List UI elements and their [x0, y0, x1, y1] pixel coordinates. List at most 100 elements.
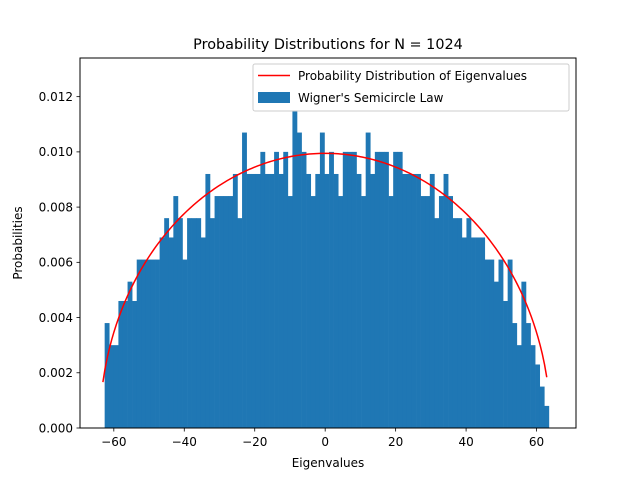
x-axis-ticks: −60 −40 −20 0 20 40 60: [101, 428, 544, 449]
histogram-bar: [109, 345, 115, 428]
histogram-bar: [434, 218, 440, 428]
histogram-bar: [365, 132, 371, 429]
histogram-bar: [209, 218, 215, 428]
histogram-bar: [118, 300, 124, 428]
histogram-bar: [232, 173, 238, 428]
y-tick-label: 0.012: [39, 90, 73, 104]
histogram-bar: [329, 151, 334, 428]
histogram-bar: [287, 196, 293, 428]
histogram-bar: [411, 173, 417, 428]
histogram-bar: [370, 173, 376, 428]
histogram-bar: [452, 218, 458, 428]
histogram-bar: [155, 259, 160, 428]
y-tick-label: 0.010: [39, 145, 73, 159]
histogram-bar: [306, 173, 312, 428]
histogram-bar: [182, 259, 188, 428]
histogram-bar: [475, 237, 481, 428]
histogram-bar: [237, 218, 243, 428]
x-axis-label: Eigenvalues: [292, 456, 365, 470]
histogram-bar: [521, 281, 527, 428]
histogram-bar: [393, 151, 399, 428]
x-tick-label: −60: [101, 435, 126, 449]
histogram-bar: [356, 173, 362, 428]
y-tick-label: 0.008: [39, 200, 73, 214]
histogram-bar: [480, 237, 486, 428]
x-tick-label: 40: [458, 435, 473, 449]
histogram-bar: [507, 259, 513, 428]
histogram-bar: [242, 132, 247, 429]
x-tick-label: 20: [388, 435, 403, 449]
histogram-bar: [379, 151, 385, 428]
histogram-bar: [319, 132, 325, 429]
histogram-bar: [164, 218, 170, 428]
y-tick-label: 0.004: [39, 311, 73, 325]
y-axis-ticks: 0.000 0.002 0.004 0.006 0.008 0.010 0.012: [39, 90, 80, 435]
legend-label-histogram: Wigner's Semicircle Law: [298, 91, 444, 105]
chart-title: Probability Distributions for N = 1024: [193, 37, 463, 53]
y-tick-label: 0.000: [39, 421, 73, 435]
histogram-bar: [351, 151, 357, 428]
histogram-bar: [315, 173, 321, 428]
histogram-bar: [471, 237, 476, 428]
y-tick-label: 0.006: [39, 256, 73, 270]
histogram-bar: [347, 151, 353, 428]
histogram-bar: [177, 218, 183, 428]
histogram-bar: [425, 196, 431, 428]
histogram-bar: [466, 218, 472, 428]
x-tick-label: −40: [172, 435, 197, 449]
histogram-bar: [173, 196, 179, 428]
x-tick-label: 60: [529, 435, 544, 449]
legend: Probability Distribution of Eigenvalues …: [252, 63, 570, 112]
histogram-bar: [132, 300, 138, 428]
histogram-bar: [406, 173, 412, 428]
histogram-bar: [484, 259, 490, 428]
x-tick-label: −20: [242, 435, 267, 449]
histogram-bar: [342, 151, 348, 428]
histogram-bar: [397, 151, 403, 428]
histogram-bar: [269, 173, 275, 428]
histogram-bar: [402, 173, 408, 428]
histogram-bar: [361, 196, 366, 428]
histogram-bar: [310, 196, 316, 428]
histogram-bar: [489, 259, 495, 428]
histogram-bar: [338, 196, 344, 428]
histogram-bar: [274, 151, 279, 428]
histogram-bar: [374, 151, 380, 428]
histogram-bar: [122, 300, 128, 428]
histogram-bar: [214, 196, 220, 428]
histogram-bar: [104, 323, 110, 428]
histogram-bar: [136, 259, 142, 428]
histogram-bar: [443, 173, 449, 428]
histogram-bar: [251, 173, 257, 428]
histogram-bar: [145, 259, 151, 428]
histogram-bar: [260, 151, 266, 428]
histogram-bar: [127, 281, 133, 428]
histogram-bar: [416, 173, 421, 428]
histogram-bar: [498, 259, 504, 428]
histogram-bar: [150, 259, 156, 428]
histogram-bar: [159, 237, 165, 428]
histogram-bar: [457, 218, 463, 428]
histogram-bar: [493, 281, 499, 428]
histogram-bar: [535, 364, 541, 428]
histogram-bar: [200, 237, 206, 428]
histogram-bar: [429, 173, 435, 428]
histogram-bar: [438, 196, 444, 428]
legend-label-curve: Probability Distribution of Eigenvalues: [298, 69, 527, 83]
histogram-bar: [246, 173, 252, 428]
histogram-bar: [219, 196, 225, 428]
y-axis-label: Probabilities: [11, 206, 25, 279]
histogram-bar: [539, 386, 545, 428]
histogram-bar: [191, 218, 197, 428]
legend-box: [252, 63, 570, 112]
semicircle-curve: [102, 152, 548, 383]
histogram-bar: [205, 173, 211, 428]
histogram-bar: [512, 323, 518, 428]
histogram-bar: [420, 196, 426, 428]
histogram-bar: [461, 237, 467, 428]
histogram-bar: [223, 196, 229, 428]
histogram-bar: [544, 405, 550, 428]
histogram-bar: [301, 151, 307, 428]
histogram-bar: [297, 132, 302, 429]
